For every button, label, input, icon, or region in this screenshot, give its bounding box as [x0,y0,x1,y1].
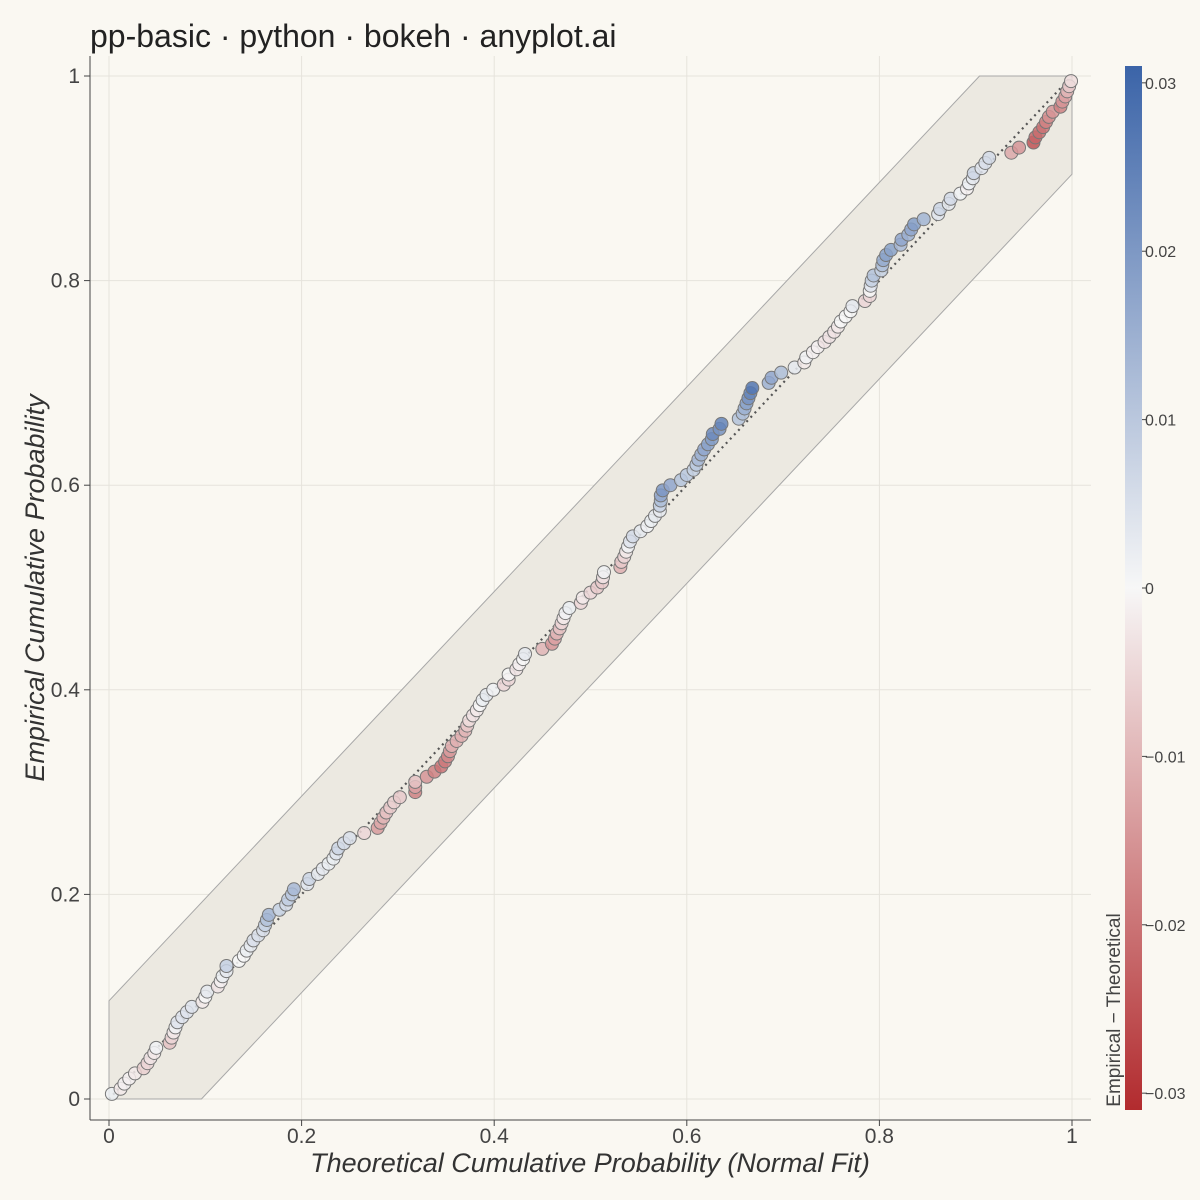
colorbar-ticks: −0.03 −0.02 −0.01 0 0.01 0.02 0.03 [1142,76,1186,1103]
colorbar-tick-label: −0.03 [1145,1086,1186,1103]
x-axis-label: Theoretical Cumulative Probability (Norm… [310,1148,870,1178]
colorbar-label: Empirical − Theoretical [1104,913,1125,1106]
colorbar [1125,66,1142,1110]
colorbar-tick-label: −0.02 [1145,918,1186,935]
data-point [286,882,301,897]
y-tick-label: 0 [68,1088,80,1111]
data-point [1064,74,1079,89]
colorbar-tick-label: 0.01 [1145,413,1176,430]
x-tick-label: 0.6 [672,1125,701,1148]
data-point [408,774,423,789]
data-point [562,600,577,615]
y-tick-label: 1 [68,65,80,88]
data-point [1012,140,1027,155]
y-tick-label: 0.8 [51,270,80,293]
data-point [774,365,789,380]
colorbar-tick-label: 0.02 [1145,244,1176,261]
data-points [104,74,1079,1101]
y-tick-label: 0.4 [51,679,81,702]
data-point [518,646,533,661]
y-tick-label: 0.6 [51,474,80,497]
data-point [149,1040,164,1055]
data-point [342,831,357,846]
x-tick-label: 0.4 [480,1125,510,1148]
data-point [596,565,611,580]
chart-title: pp-basic · python · bokeh · anyplot.ai [90,18,617,54]
data-point [219,959,234,974]
colorbar-tick-label: 0 [1145,581,1154,598]
y-axis-label: Empirical Cumulative Probability [20,393,50,782]
data-point [745,381,760,396]
data-point [916,212,931,227]
x-tick-labels: 0 0.2 0.4 0.6 0.8 1 [103,1120,1078,1148]
data-point [982,150,997,165]
data-point [845,299,860,314]
y-tick-labels: 0 0.2 0.4 0.6 0.8 1 [51,65,90,1111]
y-tick-label: 0.2 [51,883,80,906]
colorbar-tick-label: −0.01 [1145,749,1186,766]
data-point [714,416,729,431]
x-tick-label: 1 [1066,1125,1078,1148]
data-point [392,790,407,805]
x-tick-label: 0.2 [287,1125,316,1148]
data-point [357,826,372,841]
x-tick-label: 0 [103,1125,115,1148]
colorbar-tick-label: 0.03 [1145,76,1176,93]
x-tick-label: 0.8 [865,1125,894,1148]
